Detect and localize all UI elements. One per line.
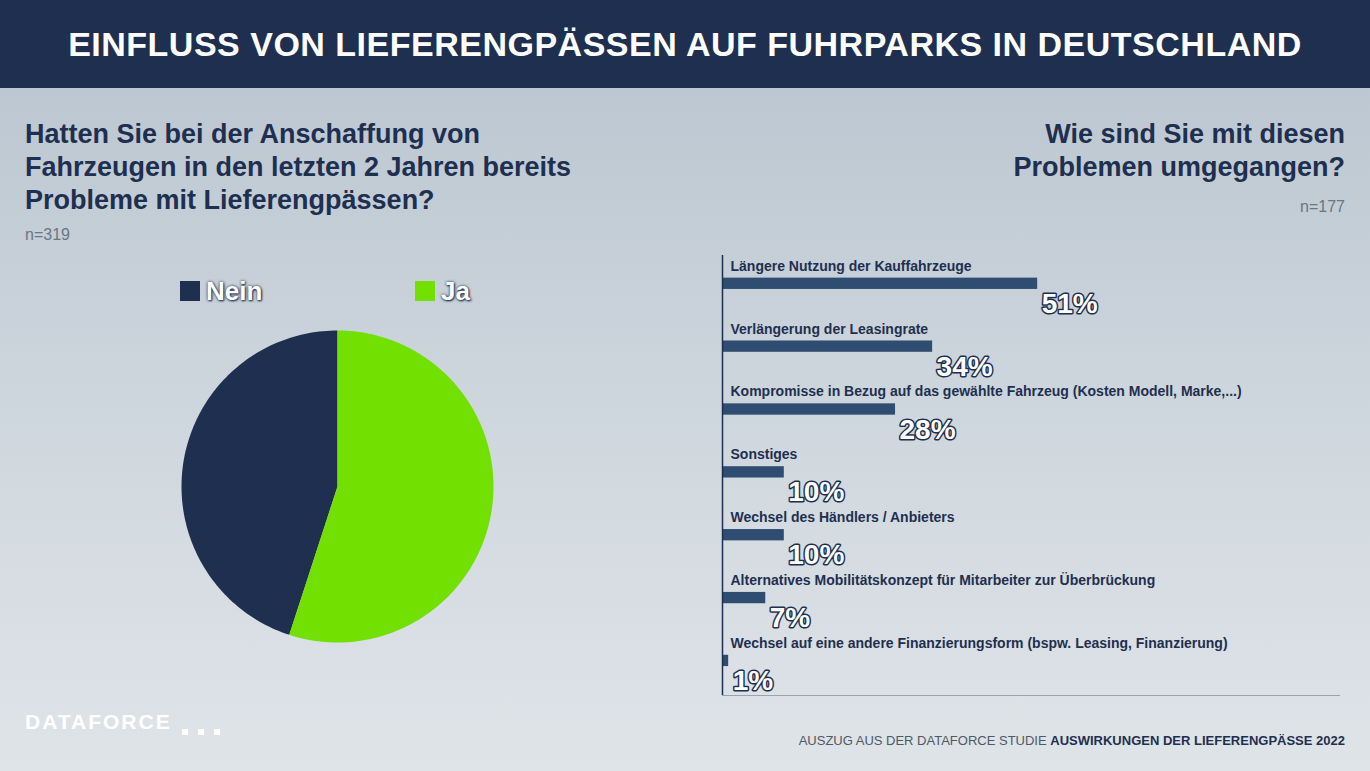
svg-text:Alternatives Mobilitätskonzept: Alternatives Mobilitätskonzept für Mitar… — [731, 572, 1156, 588]
html-text:EINFLUSS VON LIEFERENGPÄSSEN A: EINFLUSS VON LIEFERENGPÄSSEN AUF FUHRPAR… — [68, 25, 1302, 63]
svg-text:34%: 34% — [937, 351, 993, 382]
svg-text:Wechsel des Händlers / Anbiete: Wechsel des Händlers / Anbieters — [731, 509, 955, 525]
svg-text:Sonstiges: Sonstiges — [731, 446, 798, 462]
html-text:AUSZUG AUS DER DATAFORCE STUDI: AUSZUG AUS DER DATAFORCE STUDIE AUSWIRKU… — [798, 733, 1345, 748]
html-text:n=319: n=319 — [25, 226, 70, 243]
svg-text:10%: 10% — [788, 539, 844, 570]
html-text:Hatten Sie bei der Anschaffung: Hatten Sie bei der Anschaffung von Fahrz… — [25, 119, 572, 215]
svg-text:28%: 28% — [900, 414, 956, 445]
svg-text:Verlängerung der Leasingrate: Verlängerung der Leasingrate — [731, 321, 929, 337]
svg-text:10%: 10% — [788, 476, 844, 507]
html-text:DATAFORCE: DATAFORCE — [25, 710, 172, 733]
svg-text:1%: 1% — [733, 665, 774, 696]
html-text:Nein: Nein — [206, 276, 263, 306]
svg-text:51%: 51% — [1042, 288, 1098, 319]
html-text:n=177: n=177 — [1300, 198, 1345, 215]
html-text:Wie sind Sie mit diesen Proble: Wie sind Sie mit diesen Problemen umgega… — [1013, 119, 1345, 182]
svg-text:Wechsel auf eine andere Finanz: Wechsel auf eine andere Finanzierungsfor… — [731, 635, 1228, 651]
svg-text:7%: 7% — [770, 602, 811, 633]
svg-text:Längere Nutzung der Kauffahrze: Längere Nutzung der Kauffahrzeuge — [731, 258, 972, 274]
html-text:Ja: Ja — [441, 276, 470, 306]
svg-text:Kompromisse in Bezug auf das g: Kompromisse in Bezug auf das gewählte Fa… — [731, 383, 1242, 399]
